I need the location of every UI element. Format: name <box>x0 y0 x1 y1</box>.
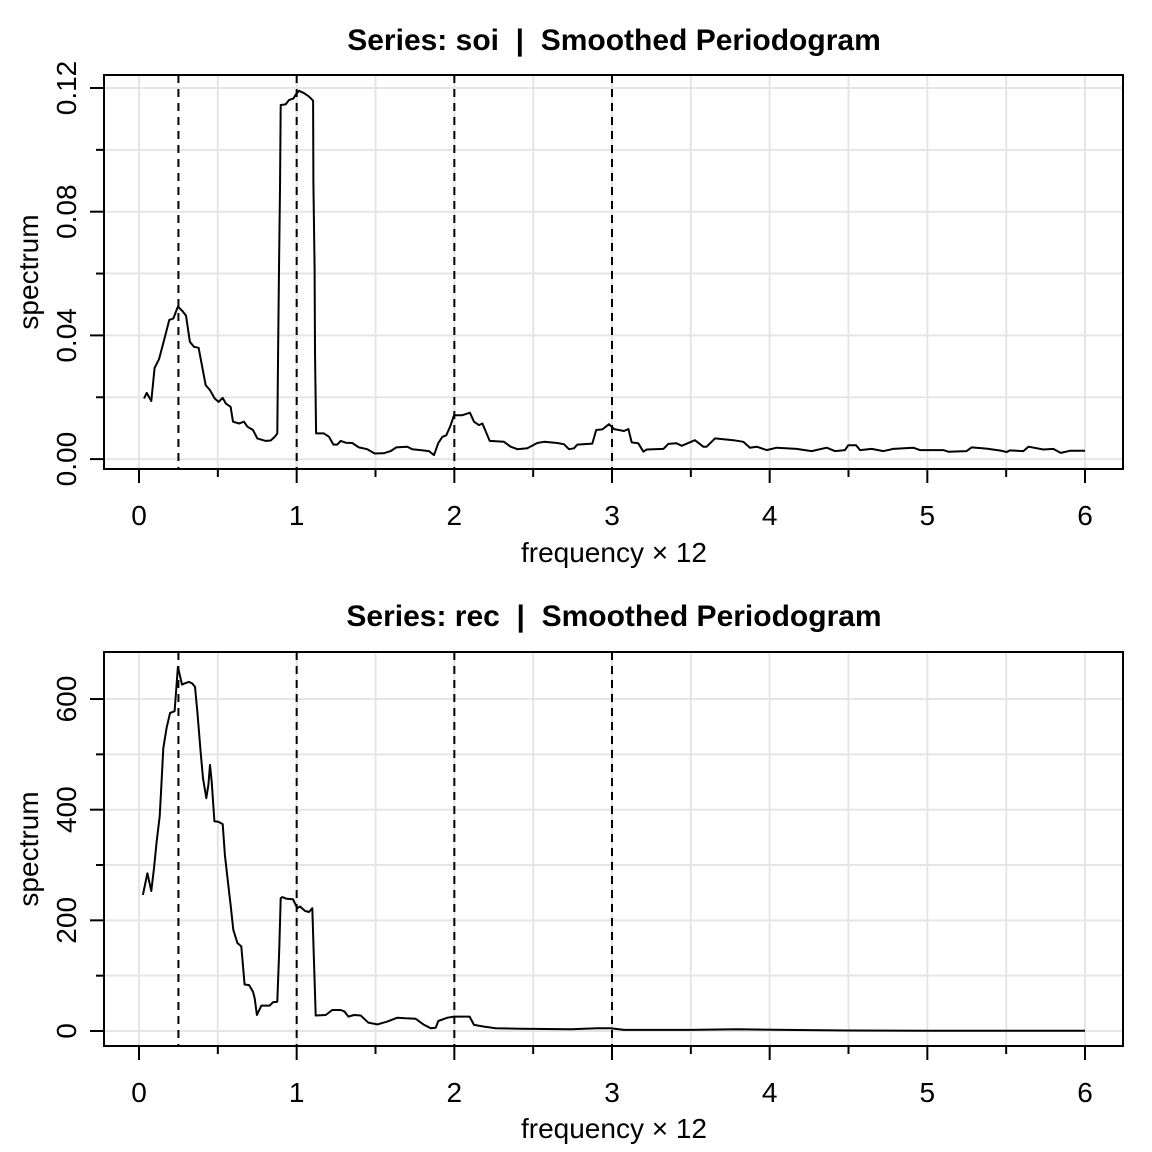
soi-x-axis-label: frequency × 12 <box>521 537 707 568</box>
rec-x-tick-label: 5 <box>920 1077 936 1108</box>
soi-chart-title: Series: soi | Smoothed Periodogram <box>347 24 881 57</box>
rec-x-tick-label: 0 <box>131 1077 147 1108</box>
rec-chart-title: Series: rec | Smoothed Periodogram <box>346 600 881 633</box>
soi-x-tick-label: 6 <box>1077 500 1093 531</box>
soi-y-axis-label: spectrum <box>13 214 44 329</box>
rec-y-tick-label: 600 <box>51 676 82 723</box>
soi-y-tick-label: 0.12 <box>51 61 82 116</box>
soi-x-tick-label: 3 <box>604 500 620 531</box>
soi-x-tick-label: 1 <box>289 500 305 531</box>
soi-y-tick-label: 0.00 <box>51 432 82 487</box>
rec-periodogram-panel: Series: rec | Smoothed Periodogram frequ… <box>13 600 1124 1144</box>
rec-y-tick-label: 200 <box>51 897 82 944</box>
rec-x-axis-label: frequency × 12 <box>521 1113 707 1144</box>
soi-y-tick-label: 0.08 <box>51 184 82 239</box>
rec-x-tick-label: 2 <box>447 1077 463 1108</box>
rec-x-tick-label: 3 <box>604 1077 620 1108</box>
soi-spectrum-line <box>143 89 1085 457</box>
soi-y-tick-label: 0.04 <box>51 308 82 363</box>
soi-plot-frame <box>103 74 1124 470</box>
soi-x-tick-label: 5 <box>920 500 936 531</box>
soi-x-tick-label: 0 <box>131 500 147 531</box>
rec-spectrum-line <box>141 665 1085 1032</box>
rec-y-tick-label: 0 <box>51 1023 82 1039</box>
rec-x-tick-label: 4 <box>762 1077 778 1108</box>
rec-x-tick-label: 1 <box>289 1077 305 1108</box>
rec-y-tick-label: 400 <box>51 786 82 833</box>
rec-y-axis-label: spectrum <box>13 791 44 906</box>
soi-x-tick-label: 4 <box>762 500 778 531</box>
rec-x-tick-label: 6 <box>1077 1077 1093 1108</box>
soi-periodogram-panel: Series: soi | Smoothed Periodogram frequ… <box>13 24 1124 568</box>
rec-plot-frame <box>103 651 1124 1047</box>
soi-x-tick-label: 2 <box>447 500 463 531</box>
